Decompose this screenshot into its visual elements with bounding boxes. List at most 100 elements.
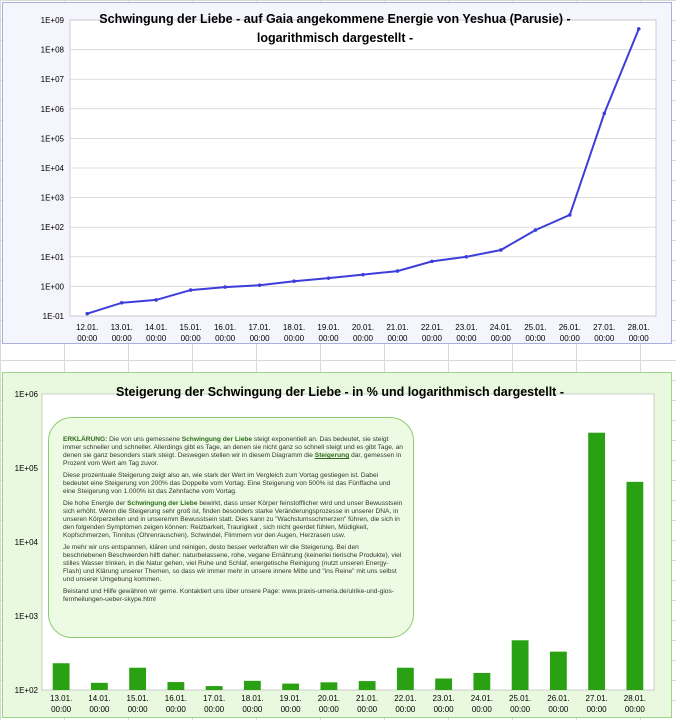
line-x-tick-date: 13.01. [111,323,133,332]
bar-y-ticks: 1E+02 1E+03 1E+04 1E+05 1E+06 [15,390,39,695]
bar [511,640,529,690]
bar [588,432,606,690]
bar-x-tick-time: 00:00 [204,705,225,714]
bar-x-tick-time: 00:00 [510,705,531,714]
line-x-tick-time: 00:00 [112,334,133,343]
line-x-tick-date: 20.01. [352,323,374,332]
bar-x-tick-date: 24.01. [471,694,493,703]
line-x-tick-date: 19.01. [317,323,339,332]
bar-x-tick-date: 28.01. [624,694,646,703]
explanation-p1-highlight: Steigerung [314,452,350,459]
bar-y-tick-label: 1E+02 [15,686,39,695]
line-x-tick-date: 26.01. [559,323,581,332]
line-x-tick-time: 00:00 [491,334,512,343]
line-y-tick-label: 1E+08 [41,46,65,55]
bar-x-tick-date: 23.01. [433,694,455,703]
line-points [85,27,641,316]
line-x-ticks: 12.01. 00:00 13.01. 00:00 14.01. 00:00 15.01. 0… [76,323,650,343]
explanation-p1-text-b: steigt exponentiell an. Das bedeutet, si… [63,436,403,459]
bar-y-tick-label: 1E+06 [15,390,39,399]
bar-x-tick-time: 00:00 [166,705,187,714]
line-y-tick-label: 1E+00 [41,282,65,291]
bar-x-tick-date: 15.01. [127,694,149,703]
line-x-tick-date: 14.01. [145,323,167,332]
line-point [533,228,538,232]
bar-x-tick-date: 18.01. [241,694,263,703]
bar [358,681,376,690]
line-x-tick-time: 00:00 [629,334,650,343]
bar [549,651,567,690]
bar [282,683,300,690]
bar-x-tick-time: 00:00 [319,705,340,714]
explanation-paragraph-1: ERKLÄRUNG: Die von uns gemessene Schwing… [63,436,403,468]
line-point [499,248,503,252]
bar-x-tick-time: 00:00 [395,705,416,714]
bar-y-tick-label: 1E+04 [15,538,39,547]
line-point [568,213,572,217]
line-x-tick-time: 00:00 [353,334,374,343]
bar [320,682,338,690]
line-x-tick-date: 23.01. [455,323,477,332]
line-chart-title: Schwingung der Liebe - auf Gaia angekomm… [99,12,570,26]
bar-x-tick-date: 26.01. [547,694,569,703]
bar-x-ticks: 13.01. 00:00 14.01. 00:00 15.01. 00:00 16.01. 0… [50,694,646,714]
line-point [257,283,262,287]
line-x-tick-date: 15.01. [180,323,202,332]
explanation-paragraph-2: Diese prozentuale Steigerung zeigt also … [63,472,391,495]
line-x-tick-time: 00:00 [146,334,167,343]
bar-x-tick-time: 00:00 [242,705,263,714]
bar-x-tick-time: 00:00 [587,705,608,714]
line-y-tick-label: 1E+07 [41,75,65,84]
explanation-p3-text-a: Die hohe Energie der [63,500,128,507]
bar-x-tick-date: 25.01. [509,694,531,703]
line-y-tick-label: 1E+02 [41,223,65,232]
bar-series [52,432,644,690]
bar-x-tick-date: 22.01. [394,694,416,703]
bar [626,481,644,690]
bar-y-tick-label: 1E+03 [15,612,39,621]
line-point [85,311,90,316]
explanation-p3-term: Schwingung der Liebe [127,500,198,507]
bar-x-tick-time: 00:00 [128,705,149,714]
line-y-tick-label: 1E+06 [41,105,65,114]
explanation-p1-text-a: Die von uns gemessene [107,436,182,443]
explanation-paragraph-4: Je mehr wir uns entspannen, klären und r… [63,544,402,583]
bar-x-tick-date: 14.01. [88,694,110,703]
bar-x-tick-date: 17.01. [203,694,225,703]
bar-x-tick-date: 20.01. [318,694,340,703]
line-chart-subtitle: logarithmisch dargestellt - [257,31,413,45]
bar-x-tick-date: 27.01. [586,694,608,703]
line-x-tick-time: 00:00 [215,334,236,343]
line-point [154,298,158,302]
line-point [292,279,296,283]
bar-y-tick-label: 1E+05 [15,464,39,473]
bar [473,672,491,690]
explanation-p1-term: Schwingung der Liebe [181,436,253,443]
line-y-tick-label: 1E+03 [41,194,65,203]
line-point [119,300,124,305]
bar [243,680,261,690]
line-y-tick-label: 1E+01 [41,253,65,262]
explanation-paragraph-5: Beistand und Hilfe gewähren wir gerne. K… [63,588,394,603]
explanation-box: ERKLÄRUNG: Die von uns gemessene Schwing… [48,417,414,638]
line-point [188,288,193,292]
line-point [223,285,227,289]
line-x-tick-date: 17.01. [248,323,270,332]
bar-x-tick-date: 21.01. [356,694,378,703]
line-x-tick-date: 24.01. [490,323,512,332]
bar [90,682,108,690]
line-y-tick-label: 1E-01 [43,312,65,321]
line-x-tick-date: 12.01. [76,323,98,332]
line-x-tick-time: 00:00 [525,334,546,343]
line-x-tick-date: 27.01. [593,323,615,332]
bar-x-tick-time: 00:00 [281,705,302,714]
line-x-tick-time: 00:00 [560,334,581,343]
line-point [395,269,400,273]
bar [129,667,147,690]
explanation-paragraph-3: Die hohe Energie der Schwingung der Lieb… [63,500,403,540]
line-x-tick-time: 00:00 [250,334,271,343]
line-y-ticks: 1E-01 1E+00 1E+01 1E+02 1E+03 1E+04 1E+05 1E+06… [41,16,65,321]
line-x-tick-time: 00:00 [284,334,305,343]
line-point [361,272,365,277]
